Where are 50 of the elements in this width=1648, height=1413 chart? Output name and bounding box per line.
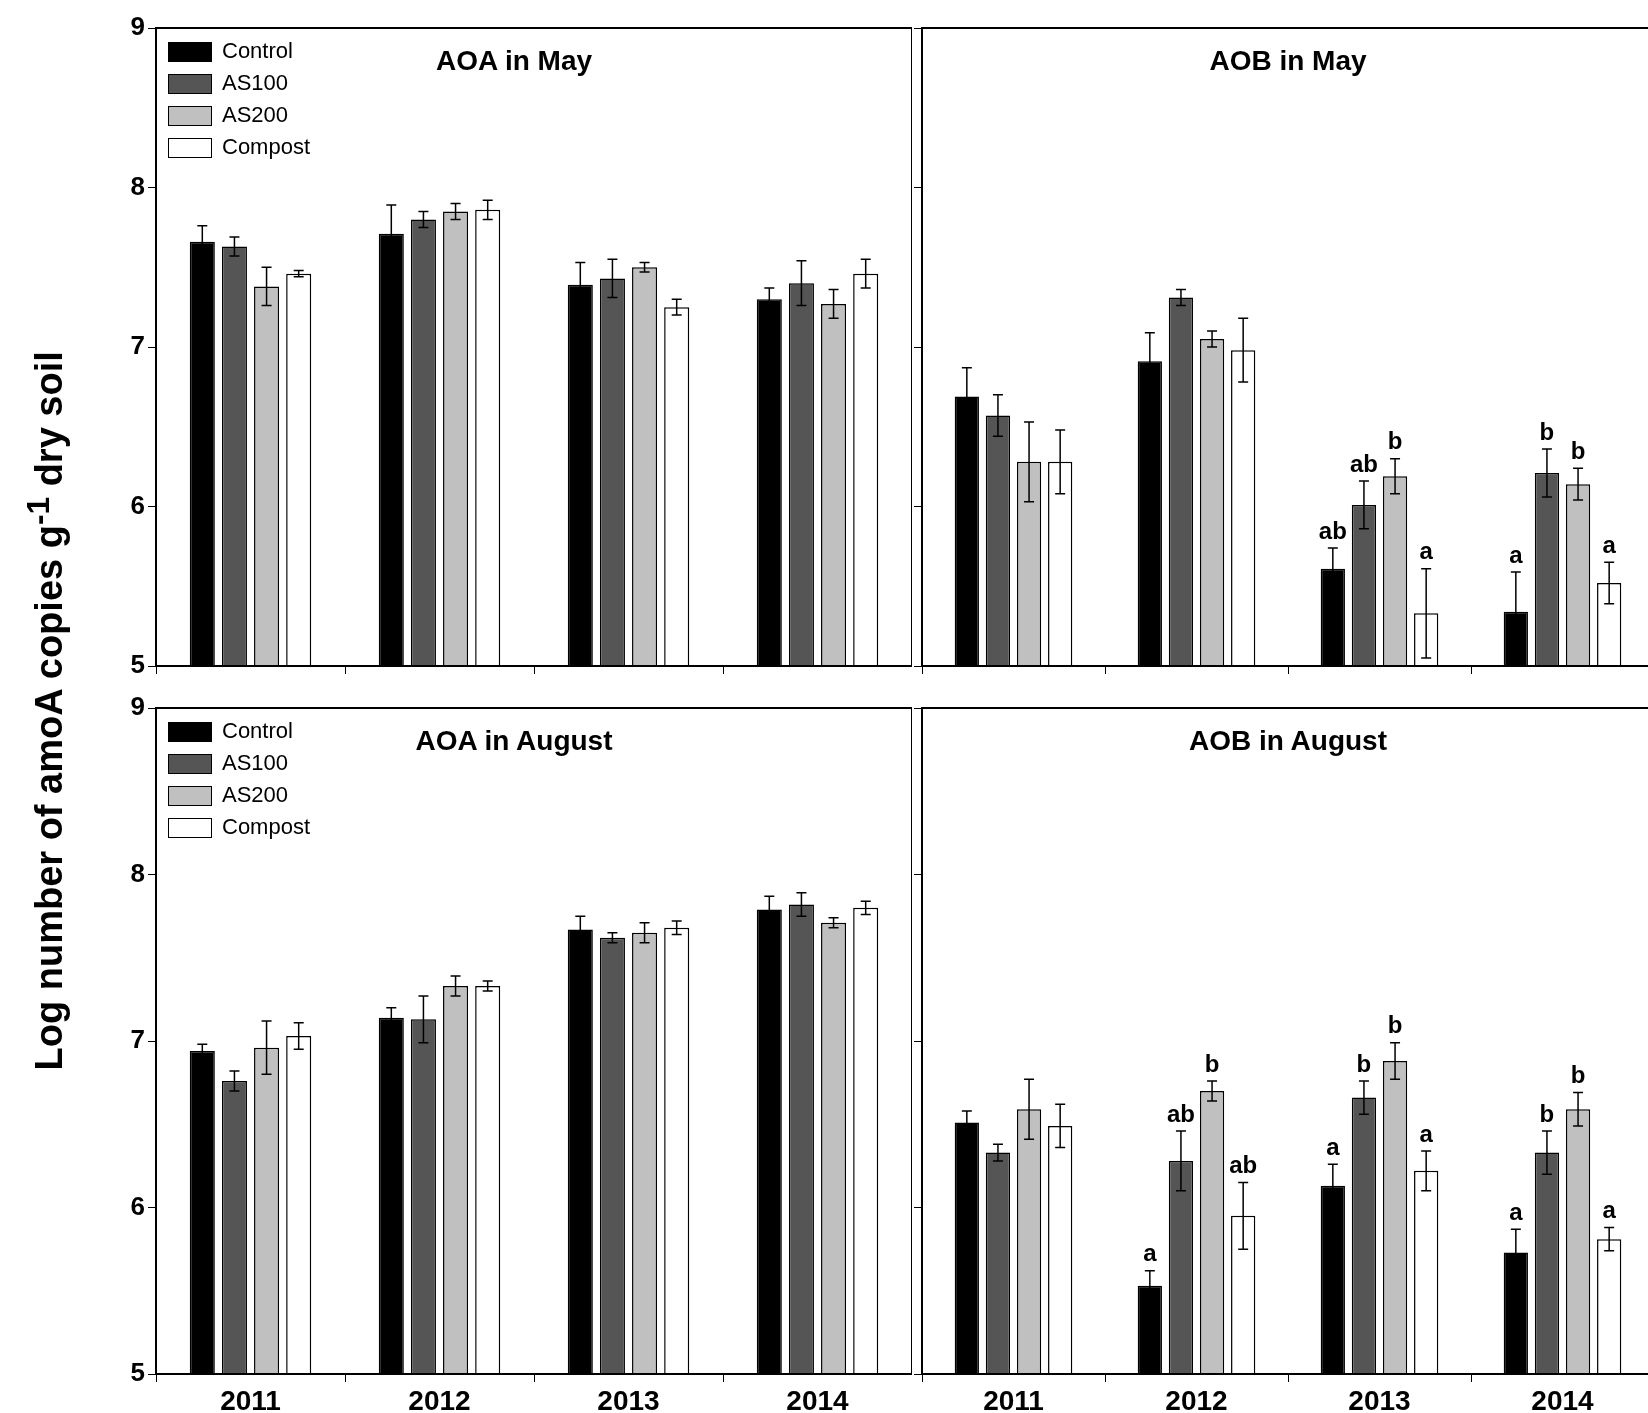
data-label: a [1419, 1119, 1434, 1147]
text: AOA in May [435, 44, 593, 76]
y-tick-label: 6 [130, 1190, 145, 1221]
text: AOB in May [1209, 44, 1367, 76]
data-label: b [1204, 1049, 1220, 1077]
x-tick-label: 2014 [786, 1384, 850, 1413]
legend-label: AS100 [222, 750, 289, 776]
y-tick-label: 7 [130, 1024, 145, 1055]
data-label: b [1539, 417, 1555, 445]
text: AOA in August [415, 724, 613, 756]
legend-label: AS200 [222, 102, 289, 128]
x-tick-label: 2011 [220, 1384, 281, 1413]
data-label: a [1326, 1132, 1341, 1160]
y-tick-label: 7 [130, 330, 145, 361]
y-tick-label: 8 [130, 170, 145, 201]
data-label: b [1539, 1099, 1555, 1127]
data-label: ab [1349, 449, 1378, 477]
data-label: b [1387, 427, 1403, 455]
legend-label: AS200 [222, 782, 289, 808]
data-label: ab [1318, 516, 1347, 544]
data-label: a [1509, 1197, 1524, 1225]
y-tick-label: 5 [130, 649, 145, 680]
data-label: a [1602, 530, 1617, 558]
y-tick-label: 6 [130, 489, 145, 520]
legend-label: Control [222, 38, 293, 64]
legend-label: AS100 [222, 70, 289, 96]
data-label: b [1570, 1061, 1586, 1089]
x-tick-label: 2012 [1165, 1384, 1228, 1413]
data-label: b [1387, 1011, 1403, 1039]
x-tick-label: 2014 [1531, 1384, 1595, 1413]
data-label: ab [1166, 1099, 1195, 1127]
data-label: a [1509, 540, 1524, 568]
x-tick-label: 2011 [983, 1384, 1044, 1413]
y-tick-label: 8 [130, 857, 145, 888]
data-label: a [1143, 1239, 1158, 1267]
x-tick-label: 2013 [597, 1384, 660, 1413]
data-label: a [1602, 1196, 1617, 1224]
text: AOB in August [1188, 724, 1388, 756]
y-tick-label: 5 [130, 1357, 145, 1388]
x-tick-label: 2013 [1348, 1384, 1411, 1413]
data-label: b [1356, 1049, 1372, 1077]
data-label: ab [1229, 1151, 1258, 1179]
y-tick-label: 9 [130, 691, 145, 722]
data-label: a [1419, 537, 1434, 565]
y-tick-label: 9 [130, 11, 145, 42]
legend-label: Compost [222, 134, 311, 160]
data-label: b [1570, 436, 1586, 464]
x-tick-label: 2012 [408, 1384, 471, 1413]
legend-label: Compost [222, 814, 311, 840]
legend-label: Control [222, 718, 293, 744]
